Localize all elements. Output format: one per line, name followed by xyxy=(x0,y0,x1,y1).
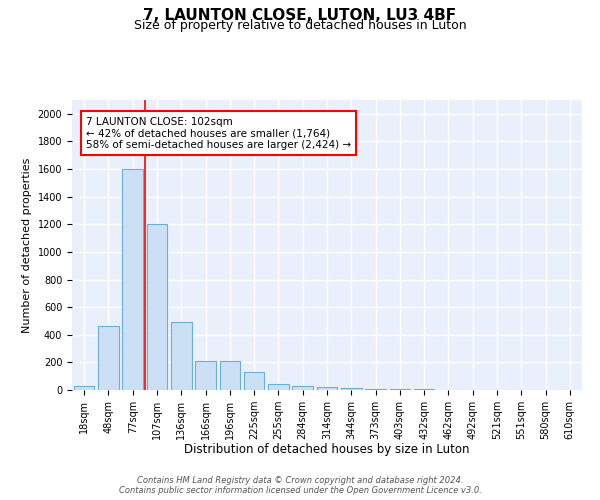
Text: 7, LAUNTON CLOSE, LUTON, LU3 4BF: 7, LAUNTON CLOSE, LUTON, LU3 4BF xyxy=(143,8,457,22)
Text: Contains HM Land Registry data © Crown copyright and database right 2024.
Contai: Contains HM Land Registry data © Crown c… xyxy=(119,476,481,495)
Bar xyxy=(268,384,289,390)
Text: Distribution of detached houses by size in Luton: Distribution of detached houses by size … xyxy=(184,442,470,456)
Bar xyxy=(220,361,240,390)
Bar xyxy=(244,372,265,390)
Bar xyxy=(122,169,143,390)
Bar xyxy=(146,224,167,390)
Bar xyxy=(292,386,313,390)
Bar xyxy=(341,388,362,390)
Bar xyxy=(98,326,119,390)
Text: Size of property relative to detached houses in Luton: Size of property relative to detached ho… xyxy=(134,19,466,32)
Bar xyxy=(171,322,191,390)
Bar xyxy=(195,361,216,390)
Text: 7 LAUNTON CLOSE: 102sqm
← 42% of detached houses are smaller (1,764)
58% of semi: 7 LAUNTON CLOSE: 102sqm ← 42% of detache… xyxy=(86,116,351,150)
Bar xyxy=(74,386,94,390)
Y-axis label: Number of detached properties: Number of detached properties xyxy=(22,158,32,332)
Bar xyxy=(317,387,337,390)
